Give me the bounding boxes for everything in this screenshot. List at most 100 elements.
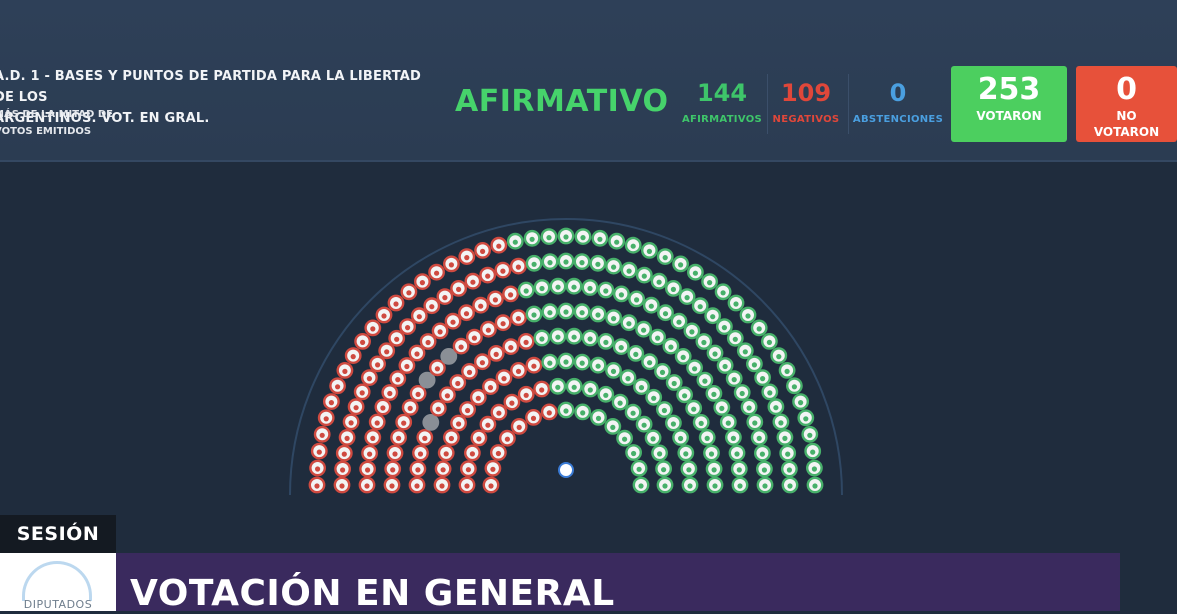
seat-figure-icon [721, 325, 728, 331]
seat-figure-icon [471, 335, 477, 341]
seat-figure-icon [487, 385, 494, 391]
seat-figure-icon [618, 345, 624, 351]
seat-figure-icon [595, 363, 601, 369]
seat-figure-icon [429, 304, 435, 310]
seat-figure-icon [405, 325, 411, 331]
seat-figure-icon [625, 376, 631, 382]
seat-figure-icon [523, 339, 529, 345]
seat-figure-icon [661, 467, 667, 473]
seat-figure-icon [479, 360, 485, 366]
motion-title: A.D. 1 - BASES Y PUNTOS DE PARTIDA PARA … [0, 66, 434, 129]
seat-figure-icon [662, 483, 668, 489]
seat-figure-icon [595, 312, 601, 318]
seats-group [308, 227, 824, 494]
seat-figure-icon [782, 435, 788, 441]
seat-figure-icon [648, 303, 654, 309]
divider [767, 74, 768, 134]
seat-figure-icon [500, 268, 506, 274]
seat-figure-icon [450, 319, 456, 325]
seat-figure-icon [641, 422, 647, 428]
seat-figure-icon [456, 421, 462, 427]
seat-figure-icon [419, 280, 425, 286]
seat-figure-icon [414, 351, 420, 357]
seat-figure-icon [509, 400, 515, 406]
seat-figure-icon [370, 326, 376, 332]
seat-figure-icon [603, 288, 609, 294]
votaron-label: VOTARON [976, 109, 1042, 123]
seat-figure-icon [555, 384, 561, 390]
seat-figure-icon [692, 270, 699, 276]
seat-figure-icon [523, 288, 529, 294]
seat-figure-icon [630, 243, 636, 249]
seat-figure-icon [678, 262, 684, 268]
seat-figure-icon [811, 466, 818, 472]
seat-figure-icon [546, 410, 552, 416]
seat-figure-icon [776, 354, 782, 360]
seat-figure-icon [508, 292, 514, 298]
seat-figure-icon [563, 234, 569, 240]
seat-figure-icon [746, 405, 752, 411]
seat-figure-icon [381, 313, 387, 319]
abstenciones-count: 0 [889, 79, 907, 107]
seat-figure-icon [531, 312, 537, 318]
seat-figure-icon [704, 435, 710, 441]
seat-figure-icon [798, 400, 804, 406]
seat-figure-icon [580, 235, 586, 241]
seat-figure-icon [539, 285, 545, 292]
seat-figure-icon [547, 310, 553, 316]
seat-figure-icon [641, 327, 647, 333]
seat-figure-icon [650, 436, 656, 442]
seat-figure-icon [475, 395, 481, 401]
seat-figure-icon [807, 432, 813, 438]
seat-figure-icon [375, 362, 381, 368]
seat-figure-icon [610, 368, 617, 374]
seat-figure-icon [546, 235, 552, 241]
seat-figure-icon [767, 390, 773, 396]
seat-figure-icon [579, 310, 585, 316]
seat-figure-icon [319, 432, 325, 438]
seat-figure-icon [328, 400, 334, 406]
seat-figure-icon [485, 422, 491, 428]
seat-figure-icon [702, 378, 708, 384]
seat-figure-icon [464, 483, 470, 489]
seat-figure-icon [350, 354, 356, 360]
session-label: SESIÓN [0, 515, 116, 553]
seat-figure-icon [465, 467, 471, 473]
seat-figure-icon [710, 314, 716, 320]
seat-figure-icon [745, 313, 751, 319]
seat-figure-icon [733, 301, 739, 307]
seat-figure-icon [443, 451, 449, 457]
seat-figure-icon [638, 483, 644, 489]
seat-figure-icon [529, 236, 535, 242]
seat-figure-icon [380, 405, 386, 411]
seat-absent [418, 371, 436, 389]
seat-figure-icon [359, 390, 365, 396]
abstenciones-label: ABSTENCIONES [852, 114, 944, 125]
seat-figure-icon [712, 483, 718, 489]
seat-figure-icon [370, 435, 376, 441]
seat-figure-icon [465, 407, 471, 414]
seat-figure-icon [647, 360, 653, 366]
seat-figure-icon [495, 450, 501, 457]
seat-figure-icon [496, 410, 502, 416]
seat-figure-icon [395, 377, 401, 383]
seat-figure-icon [490, 466, 496, 472]
seat-figure-icon [656, 279, 662, 285]
seat-figure-icon [689, 329, 695, 335]
seat-figure-icon [646, 248, 653, 254]
seat-figure-icon [736, 467, 742, 473]
seat-figure-icon [662, 255, 668, 261]
seat-figure-icon [734, 451, 740, 457]
seat-figure-icon [422, 435, 428, 441]
seat-figure-icon [701, 339, 707, 346]
seat-figure-icon [670, 286, 677, 292]
seat-figure-icon [531, 261, 537, 267]
seat-figure-icon [762, 483, 768, 489]
seat-figure-icon [597, 236, 603, 242]
seat-figure-icon [504, 436, 510, 442]
seat-figure-icon [712, 351, 718, 357]
seat-figure-icon [641, 273, 647, 279]
seat-figure-icon [626, 268, 632, 274]
seat-figure-icon [456, 286, 462, 292]
seat-figure-icon [404, 363, 410, 370]
